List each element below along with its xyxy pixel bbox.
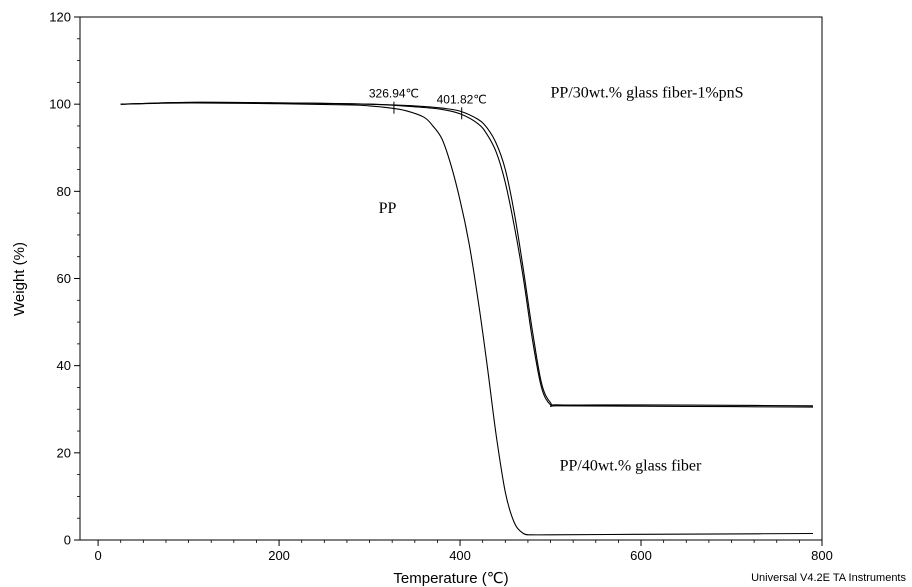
y-tick-label: 40 — [57, 358, 71, 373]
axis-ticks — [74, 16, 823, 546]
footer-note: Universal V4.2E TA Instruments — [751, 572, 906, 584]
y-tick-label: 100 — [49, 97, 71, 112]
series-label: PP/40wt.% glass fiber — [560, 457, 702, 474]
x-tick-label: 600 — [630, 548, 652, 563]
x-tick-label: 200 — [268, 548, 290, 563]
series-label: PP — [379, 200, 397, 217]
series-layer — [120, 101, 814, 536]
x-axis-label: Temperature (℃) — [393, 570, 508, 587]
onset-marker-label: 401.82℃ — [437, 92, 487, 106]
series-line-pp_40gf — [120, 101, 814, 408]
y-tick-label: 60 — [57, 271, 71, 286]
tick-labels: 0 200 400 600 800 0 20 40 60 80 100 120 — [49, 10, 833, 564]
y-tick-label: 20 — [57, 445, 71, 460]
series-line-pp_30gf_pns — [120, 101, 814, 407]
y-tick-label: 120 — [49, 10, 71, 25]
onset-marker-label: 326.94℃ — [369, 87, 419, 101]
x-tick-label: 0 — [94, 548, 101, 563]
y-axis-label: Weight (%) — [11, 242, 28, 316]
x-tick-label: 800 — [811, 548, 833, 563]
series-label: PP/30wt.% glass fiber-1%pnS — [551, 85, 744, 102]
marker-layer: 326.94℃ 401.82℃ — [369, 87, 487, 120]
x-tick-label: 400 — [449, 548, 471, 563]
series-label-layer: PP PP/30wt.% glass fiber-1%pnS PP/40wt.% g… — [379, 85, 744, 475]
series-line-pp — [120, 102, 814, 536]
y-tick-label: 0 — [64, 533, 71, 548]
y-tick-label: 80 — [57, 184, 71, 199]
